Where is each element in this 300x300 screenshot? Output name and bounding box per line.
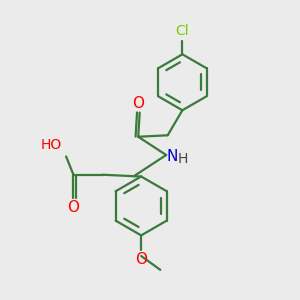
Text: O: O — [132, 96, 144, 111]
Text: O: O — [68, 200, 80, 215]
Text: Cl: Cl — [176, 24, 189, 38]
Text: H: H — [177, 152, 188, 166]
Text: N: N — [167, 149, 178, 164]
Text: HO: HO — [40, 138, 62, 152]
Text: O: O — [135, 252, 147, 267]
